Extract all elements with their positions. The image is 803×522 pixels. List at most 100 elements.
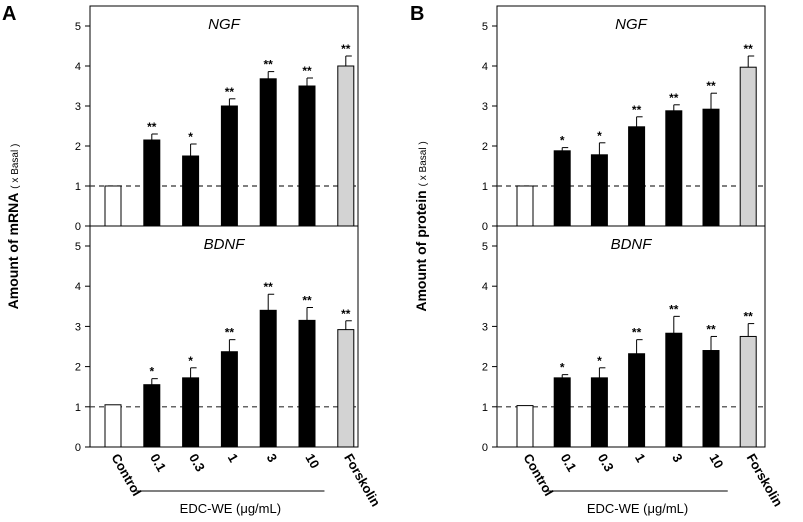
subplot-title: NGF	[615, 16, 648, 33]
y-axis-label-main: Amount of mRNA	[5, 193, 21, 310]
bar-control	[104, 404, 122, 448]
significance-marker: *	[188, 130, 193, 144]
bar-1	[220, 351, 238, 448]
y-tick-label: 4	[75, 61, 81, 73]
y-tick-label: 3	[482, 321, 488, 333]
bar-0.3	[590, 154, 608, 227]
y-tick-label: 3	[75, 101, 81, 113]
significance-marker: **	[744, 310, 754, 324]
y-tick-label: 1	[75, 402, 81, 414]
bar-1	[220, 105, 238, 227]
significance-marker: **	[632, 326, 642, 340]
x-tick-label: 0.1	[147, 451, 169, 474]
significance-marker: **	[706, 322, 716, 336]
bar-3	[665, 332, 683, 448]
y-tick-label: 2	[482, 141, 488, 153]
x-tick-label: 0.3	[186, 451, 208, 474]
x-tick-label: Forskolin	[744, 451, 786, 509]
bar-forskolin	[337, 329, 355, 448]
bar-control	[516, 405, 534, 448]
x-tick-label: 0.1	[558, 451, 580, 474]
x-tick-label: 10	[302, 451, 322, 471]
y-tick-label: 0	[75, 442, 81, 454]
y-tick-label: 2	[75, 362, 81, 374]
significance-marker: **	[225, 85, 235, 99]
significance-marker: *	[188, 354, 193, 368]
significance-marker: *	[149, 365, 154, 379]
bar-control	[516, 185, 534, 227]
significance-marker: **	[302, 294, 312, 308]
bar-10	[702, 108, 720, 227]
x-group-label: EDC-WE (μg/mL)	[180, 501, 281, 516]
significance-marker: **	[264, 280, 274, 294]
bar-0.3	[182, 155, 200, 227]
significance-marker: **	[632, 103, 642, 117]
bar-forskolin	[739, 335, 757, 448]
significance-marker: **	[147, 120, 157, 134]
panel-letter: B	[410, 3, 424, 25]
significance-marker: **	[302, 64, 312, 78]
y-tick-label: 4	[75, 281, 81, 293]
y-tick-label: 0	[482, 221, 488, 233]
y-axis-label: Amount of protein ( x Basal )	[413, 141, 429, 311]
bar-3	[259, 78, 277, 227]
significance-marker: **	[706, 79, 716, 93]
y-tick-label: 0	[75, 221, 81, 233]
significance-marker: **	[744, 42, 754, 56]
bar-1	[628, 126, 646, 227]
x-tick-label: Forskolin	[341, 451, 383, 509]
x-group-label: EDC-WE (μg/mL)	[587, 501, 688, 516]
bar-0.1	[553, 377, 571, 448]
bar-10	[702, 350, 720, 448]
significance-marker: **	[264, 58, 274, 72]
x-tick-label: 1	[632, 451, 649, 465]
bar-0.1	[143, 139, 161, 227]
bar-0.1	[143, 384, 161, 448]
y-tick-label: 1	[75, 181, 81, 193]
y-tick-label: 1	[482, 181, 488, 193]
significance-marker: **	[341, 307, 351, 321]
bar-10	[298, 319, 316, 448]
x-tick-label: 1	[225, 451, 242, 465]
y-tick-label: 3	[75, 321, 81, 333]
y-tick-label: 4	[482, 281, 488, 293]
x-tick-label: 3	[669, 451, 686, 465]
significance-marker: **	[341, 42, 351, 56]
bar-3	[665, 110, 683, 227]
y-tick-label: 1	[482, 402, 488, 414]
y-axis-label-unit: ( x Basal )	[10, 144, 21, 189]
significance-marker: *	[597, 129, 602, 143]
bar-10	[298, 85, 316, 227]
y-axis-label-unit: ( x Basal )	[418, 141, 429, 186]
y-axis-label-main: Amount of protein	[413, 190, 429, 311]
subplot-title: BDNF	[611, 236, 653, 253]
bar-1	[628, 353, 646, 448]
y-tick-label: 5	[75, 241, 81, 253]
y-tick-label: 2	[75, 141, 81, 153]
y-tick-label: 3	[482, 101, 488, 113]
significance-marker: *	[560, 361, 565, 375]
significance-marker: *	[560, 134, 565, 148]
significance-marker: **	[669, 302, 679, 316]
bar-0.3	[590, 377, 608, 448]
bar-forskolin	[739, 66, 757, 227]
bar-control	[104, 185, 122, 227]
y-tick-label: 5	[75, 21, 81, 33]
y-tick-label: 0	[482, 442, 488, 454]
bar-0.1	[553, 150, 571, 227]
y-tick-label: 5	[482, 21, 488, 33]
x-tick-label: 3	[264, 451, 281, 465]
panel-letter: A	[2, 3, 16, 25]
x-tick-label: 0.3	[595, 451, 617, 474]
significance-marker: *	[597, 354, 602, 368]
bar-3	[259, 309, 277, 448]
significance-marker: **	[225, 326, 235, 340]
subplot-title: BDNF	[204, 236, 246, 253]
